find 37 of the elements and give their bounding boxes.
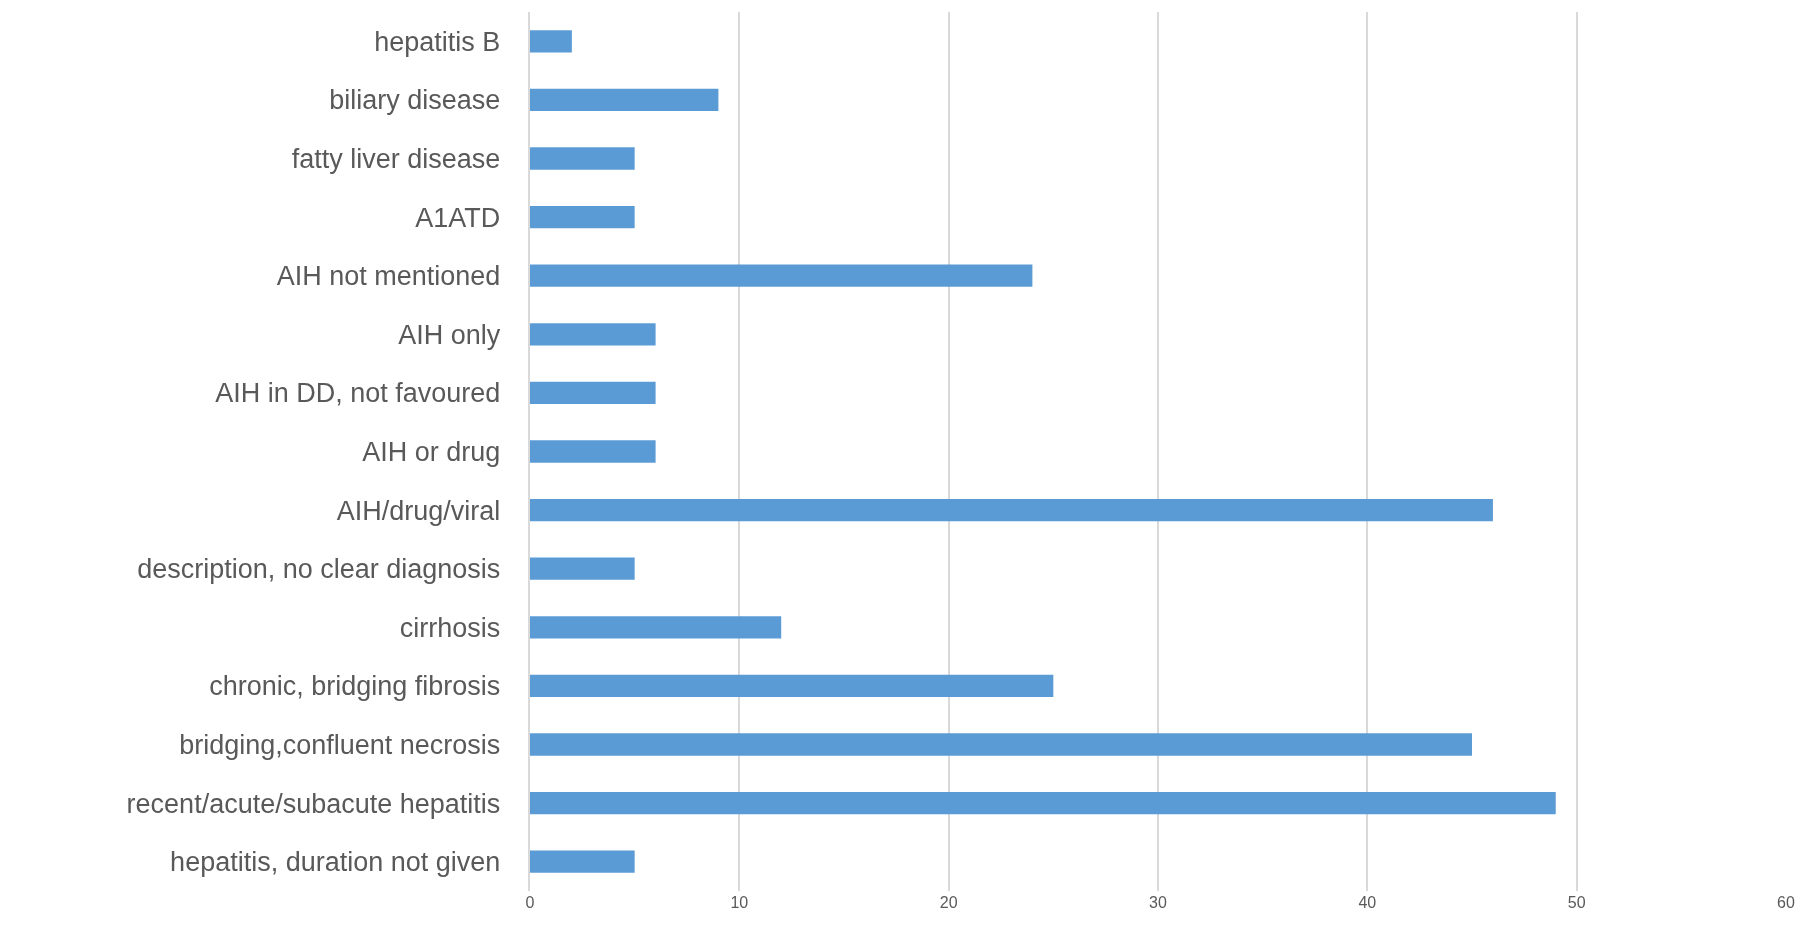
bar bbox=[530, 557, 635, 580]
bar bbox=[530, 205, 635, 229]
y-tick-label: chronic, bridging fibrosis bbox=[209, 671, 523, 702]
x-tick-label: 50 bbox=[1567, 894, 1586, 911]
bar bbox=[530, 733, 1472, 756]
y-tick-label: hepatitis B bbox=[374, 26, 523, 57]
y-tick-label: cirrhosis bbox=[399, 612, 523, 643]
bar bbox=[530, 791, 1556, 815]
x-tick-label: 30 bbox=[1149, 894, 1167, 911]
x-tick-label: 40 bbox=[1358, 894, 1377, 911]
bar bbox=[530, 850, 635, 873]
bar bbox=[530, 616, 782, 639]
bar bbox=[530, 147, 635, 170]
y-tick-label: AIH/drug/viral bbox=[336, 495, 523, 526]
x-tick-label: 20 bbox=[939, 894, 958, 911]
bar bbox=[530, 88, 719, 112]
bar bbox=[530, 674, 1054, 698]
y-tick-label: AIH or drug bbox=[362, 436, 523, 467]
bar bbox=[530, 381, 656, 405]
x-tick-label: 60 bbox=[1777, 894, 1795, 911]
y-tick-label: description, no clear diagnosis bbox=[137, 554, 523, 585]
bar bbox=[530, 440, 656, 463]
x-tick-label: 10 bbox=[730, 894, 749, 911]
y-tick-label: fatty liver disease bbox=[291, 143, 523, 174]
x-tick-label: 0 bbox=[525, 894, 535, 911]
bar bbox=[530, 264, 1033, 287]
y-tick-label: recent/acute/subacute hepatitis bbox=[126, 788, 523, 819]
y-tick-label: AIH only bbox=[398, 319, 523, 350]
bar bbox=[530, 323, 656, 346]
bar bbox=[530, 498, 1493, 522]
bar bbox=[530, 30, 572, 53]
y-tick-label: bridging,confluent necrosis bbox=[179, 729, 523, 760]
y-tick-label: hepatitis, duration not given bbox=[170, 847, 523, 878]
y-tick-label: AIH in DD, not favoured bbox=[215, 378, 523, 409]
y-tick-label: AIH not mentioned bbox=[276, 261, 523, 292]
y-tick-label: biliary disease bbox=[329, 85, 523, 116]
y-tick-label: A1ATD bbox=[415, 202, 523, 233]
